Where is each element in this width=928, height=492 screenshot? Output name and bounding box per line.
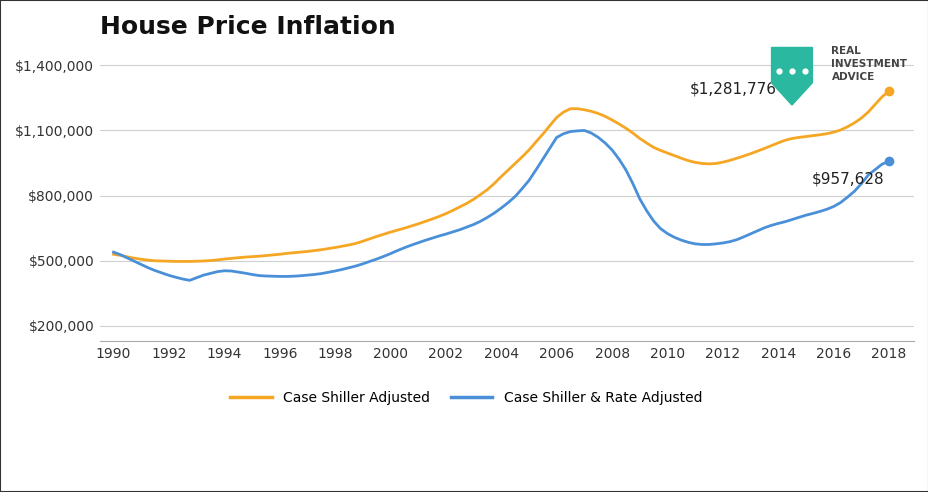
Case Shiller & Rate Adjusted	[364, 258, 375, 264]
Line: Case Shiller Adjusted: Case Shiller Adjusted	[113, 91, 888, 261]
Case Shiller & Rate Adjusted	[184, 277, 195, 283]
Text: $1,281,776: $1,281,776	[689, 82, 776, 97]
Line: Case Shiller & Rate Adjusted: Case Shiller & Rate Adjusted	[113, 130, 888, 280]
Case Shiller & Rate Adjusted	[702, 242, 714, 247]
Case Shiller & Rate Adjusted	[578, 127, 589, 133]
Case Shiller Adjusted	[135, 256, 147, 262]
Case Shiller Adjusted	[696, 160, 707, 166]
Case Shiller & Rate Adjusted	[841, 194, 852, 200]
Text: REAL
INVESTMENT
ADVICE: REAL INVESTMENT ADVICE	[831, 46, 907, 82]
Case Shiller Adjusted	[883, 88, 894, 94]
Legend: Case Shiller Adjusted, Case Shiller & Rate Adjusted: Case Shiller Adjusted, Case Shiller & Ra…	[225, 385, 707, 410]
Polygon shape	[770, 47, 811, 105]
Case Shiller Adjusted	[170, 258, 181, 264]
Case Shiller & Rate Adjusted	[135, 262, 147, 268]
Case Shiller Adjusted	[834, 127, 845, 133]
Case Shiller Adjusted	[364, 236, 375, 242]
Case Shiller Adjusted	[758, 146, 769, 152]
Case Shiller Adjusted	[108, 251, 119, 257]
Text: House Price Inflation: House Price Inflation	[99, 15, 395, 39]
Case Shiller & Rate Adjusted	[883, 158, 894, 164]
Case Shiller & Rate Adjusted	[765, 222, 776, 228]
Case Shiller Adjusted	[129, 255, 140, 261]
Text: $957,628: $957,628	[811, 172, 883, 187]
Case Shiller & Rate Adjusted	[108, 249, 119, 255]
Case Shiller & Rate Adjusted	[129, 258, 140, 264]
